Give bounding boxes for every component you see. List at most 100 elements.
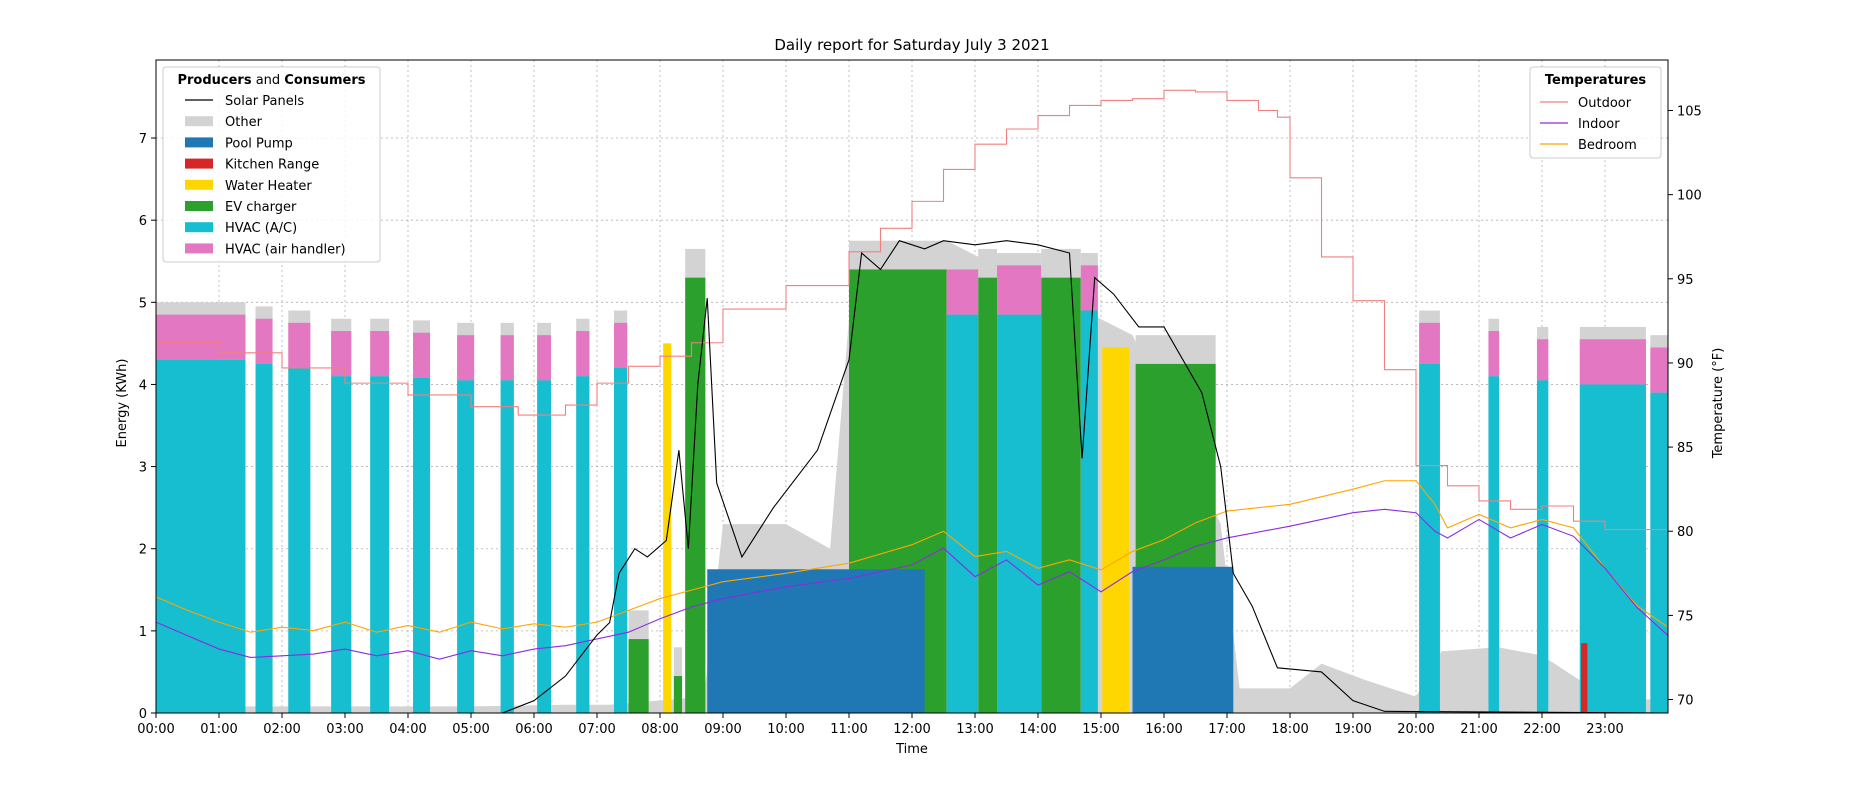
x-tick-label: 09:00: [704, 722, 741, 737]
legend-swatch: [185, 116, 213, 127]
hvac-air-handler-block: [1080, 265, 1098, 311]
hvac-ac-block: [1650, 392, 1668, 713]
temperature-and-solar-lines: [155, 89, 1669, 714]
x-tick-label: 08:00: [641, 722, 678, 737]
consumption-areas: [156, 240, 1668, 714]
legend-title-part: Producers: [177, 73, 251, 88]
x-tick-label: 12:00: [893, 722, 930, 737]
x-tick-label: 14:00: [1019, 722, 1056, 737]
x-tick-label: 07:00: [578, 722, 615, 737]
x-tick-label: 23:00: [1586, 722, 1623, 737]
x-tick-label: 20:00: [1397, 722, 1434, 737]
hvac-ac-block: [614, 368, 628, 713]
legend-swatch: [185, 201, 213, 211]
hvac-ac-block: [997, 314, 1042, 713]
hvac-air-handler-block: [1536, 339, 1549, 381]
x-tick-label: 16:00: [1145, 722, 1182, 737]
legend-label: Bedroom: [1578, 138, 1637, 153]
y2-tick-label: 85: [1677, 441, 1694, 456]
y-tick-label: 3: [139, 461, 147, 476]
y2-tick-label: 105: [1677, 104, 1702, 119]
hvac-ac-block: [331, 376, 352, 713]
legend-swatch: [185, 158, 213, 169]
x-tick-label: 04:00: [389, 722, 426, 737]
legend-producers-consumers: Producers and Consumers Solar Panels Other…: [162, 66, 381, 263]
x-tick-label: 01:00: [200, 722, 237, 737]
x-tick-label: 00:00: [137, 722, 174, 737]
ev-charger-block: [673, 676, 683, 713]
y-tick-label: 1: [139, 625, 147, 640]
hvac-air-handler-block: [576, 331, 590, 377]
hvac-air-handler-block: [255, 318, 273, 364]
y2-tick-label: 100: [1677, 189, 1702, 204]
x-tick-label: 18:00: [1271, 722, 1308, 737]
legend-title-part: Consumers: [284, 73, 365, 88]
legend-swatch: [185, 179, 213, 190]
hvac-air-handler-block: [331, 331, 352, 377]
x-tick-label: 13:00: [956, 722, 993, 737]
hvac-ac-block: [156, 359, 246, 713]
legend-label: HVAC (air handler): [225, 242, 346, 257]
legend-box: [1529, 66, 1662, 159]
x-tick-label: 11:00: [830, 722, 867, 737]
x-tick-label: 10:00: [767, 722, 804, 737]
hvac-ac-block: [946, 314, 979, 713]
x-tick-label: 17:00: [1208, 722, 1245, 737]
y-tick-label: 5: [139, 296, 147, 311]
outdoor-temperature-line: [156, 89, 1669, 531]
x-axis-label: Time: [895, 742, 928, 757]
hvac-air-handler-block: [1650, 347, 1668, 393]
x-tick-label: 06:00: [515, 722, 552, 737]
ev-charger-block: [978, 277, 998, 713]
hvac-air-handler-block: [946, 269, 979, 315]
y-axis-label: Energy (KWh): [115, 359, 130, 448]
hvac-air-handler-block: [413, 332, 431, 378]
hvac-ac-block: [370, 376, 390, 713]
hvac-ac-block: [576, 376, 590, 713]
legend-title: Producers and Consumers: [177, 73, 365, 88]
water-heater-block: [1102, 347, 1130, 713]
hvac-air-handler-block: [614, 322, 628, 369]
x-tick-label: 19:00: [1334, 722, 1371, 737]
y2-tick-label: 80: [1677, 525, 1694, 540]
hvac-air-handler-block: [288, 322, 311, 369]
hvac-ac-block: [1419, 363, 1440, 713]
legend-label: Kitchen Range: [225, 158, 319, 173]
kitchen-range-block: [1581, 643, 1588, 713]
legend-swatch: [185, 137, 213, 148]
ev-charger-block: [628, 639, 649, 713]
y2-tick-label: 95: [1677, 273, 1694, 288]
hvac-air-handler-block: [156, 314, 246, 360]
hvac-ac-block: [1536, 380, 1549, 713]
hvac-air-handler-block: [457, 335, 475, 381]
legend-label: EV charger: [225, 200, 297, 215]
x-tick-label: 03:00: [326, 722, 363, 737]
y-tick-label: 6: [139, 214, 147, 229]
x-tick-label: 05:00: [452, 722, 489, 737]
legend-label: Pool Pump: [225, 136, 293, 151]
solar-panels-line: [156, 240, 1669, 714]
y-tick-label: 7: [139, 132, 147, 147]
hvac-ac-block: [1080, 310, 1098, 713]
legend-swatch: [185, 243, 213, 254]
legend-label: Other: [225, 115, 263, 130]
y2-axis-label: Temperature (°F): [1711, 348, 1726, 460]
axes: 00:00 01:00 02:00 03:00 04:00 05:00 06:00 07:00…: [137, 59, 1702, 737]
legend-swatch: [185, 222, 213, 233]
y-tick-label: 4: [139, 378, 147, 393]
legend-label: Indoor: [1578, 117, 1620, 132]
y-tick-label: 0: [139, 707, 147, 722]
legend-label: Solar Panels: [225, 94, 304, 109]
hvac-air-handler-block: [1488, 331, 1500, 377]
ev-charger-block: [1041, 277, 1081, 713]
hvac-ac-block: [1579, 384, 1646, 713]
y2-tick-label: 75: [1677, 609, 1694, 624]
chart-title: Daily report for Saturday July 3 2021: [774, 36, 1049, 54]
indoor-temperature-line: [155, 508, 1669, 660]
bedroom-temperature-line: [155, 480, 1669, 633]
hvac-air-handler-block: [537, 335, 552, 381]
y-tick-label: 2: [139, 543, 147, 558]
hvac-air-handler-block: [500, 335, 514, 381]
hvac-air-handler-block: [370, 331, 390, 377]
